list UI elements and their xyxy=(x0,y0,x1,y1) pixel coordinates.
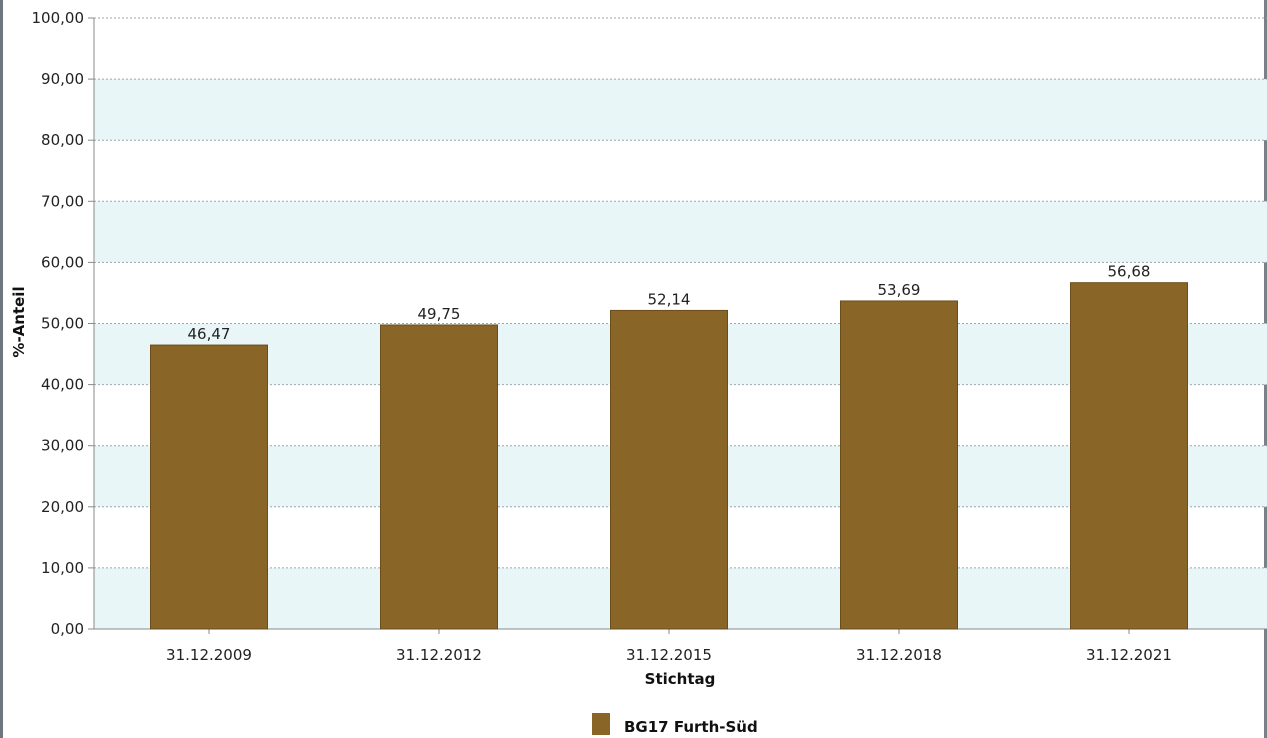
y-axis-title: %-Anteil xyxy=(10,286,28,357)
window-left-border xyxy=(0,0,3,738)
x-axis-title: Stichtag xyxy=(645,670,716,688)
x-tick-label: 31.12.2012 xyxy=(396,646,482,664)
x-tick-labels: 31.12.2009 31.12.2012 31.12.2015 31.12.2018… xyxy=(166,646,1172,664)
x-tick-label: 31.12.2018 xyxy=(856,646,942,664)
x-tick-label: 31.12.2015 xyxy=(626,646,712,664)
bar xyxy=(1070,282,1188,630)
bar xyxy=(150,344,268,630)
bar-value-label: 53,69 xyxy=(878,281,921,299)
x-tick-label: 31.12.2021 xyxy=(1086,646,1172,664)
y-tick-label: 70,00 xyxy=(41,192,84,210)
bar-value-label: 46,47 xyxy=(188,325,231,343)
legend: BG17 Furth-Süd xyxy=(592,713,758,736)
bar xyxy=(380,324,498,630)
y-tick-label: 80,00 xyxy=(41,131,84,149)
y-tick-label: 60,00 xyxy=(41,253,84,271)
bar xyxy=(840,300,958,630)
y-tick-label: 90,00 xyxy=(41,70,84,88)
bar-value-labels: 46,47 49,75 52,14 53,69 56,68 xyxy=(188,263,1151,343)
y-tick-label: 100,00 xyxy=(32,9,85,27)
x-tick-label: 31.12.2009 xyxy=(166,646,252,664)
band xyxy=(94,201,1267,263)
y-tick-label: 50,00 xyxy=(41,315,84,333)
y-tick-label: 30,00 xyxy=(41,437,84,455)
y-tick-label: 40,00 xyxy=(41,376,84,394)
y-tick-label: 0,00 xyxy=(51,620,84,638)
legend-label: BG17 Furth-Süd xyxy=(624,718,758,736)
y-tick-labels: 0,00 10,00 20,00 30,00 40,00 50,00 60,00 70,00 8… xyxy=(32,9,85,638)
bars xyxy=(150,282,1188,630)
bar-value-label: 49,75 xyxy=(418,305,461,323)
bar-value-label: 52,14 xyxy=(648,290,691,308)
y-tick-label: 10,00 xyxy=(41,559,84,577)
legend-swatch xyxy=(592,713,610,735)
band xyxy=(94,79,1267,141)
y-tick-label: 20,00 xyxy=(41,498,84,516)
bar-value-label: 56,68 xyxy=(1108,263,1151,281)
bar xyxy=(610,309,728,630)
